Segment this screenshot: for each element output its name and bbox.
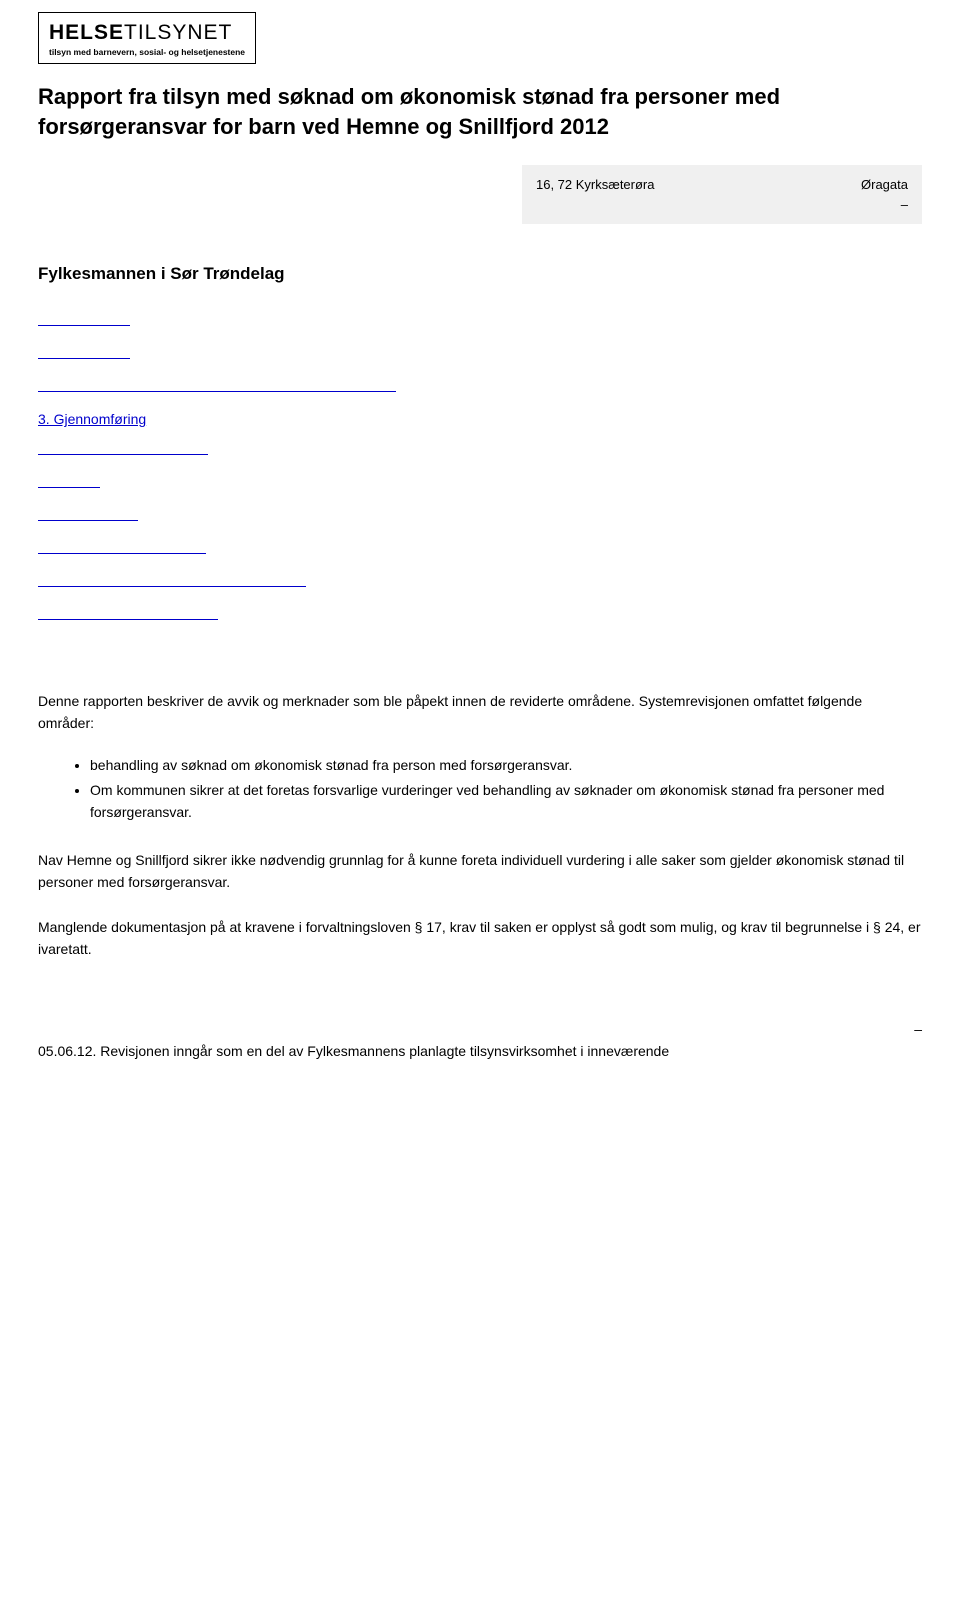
toc-link-blank[interactable] [38,606,218,620]
address-suffix: – [536,195,908,215]
address-right: Øragata [861,175,908,195]
toc-link-blank[interactable] [38,312,130,326]
address-box: 16, 72 Kyrksæterøra Øragata – [522,165,922,224]
bullet-list: behandling av søknad om økonomisk stønad… [38,745,922,824]
toc-link-blank[interactable] [38,378,396,392]
report-title: Rapport fra tilsyn med søknad om økonomi… [38,82,908,141]
logo-subtitle: tilsyn med barnevern, sosial- og helsetj… [49,47,245,57]
body-paragraph-3: Manglende dokumentasjon på at kravene i … [38,917,922,960]
toc-block-top: 3. Gjennomføring [38,312,922,639]
body-paragraph-2: Nav Hemne og Snillfjord sikrer ikke nødv… [38,850,922,893]
list-item: behandling av søknad om økonomisk stønad… [90,755,922,777]
body-paragraph-1: Denne rapporten beskriver de avvik og me… [38,691,922,734]
footer-dash: – [914,1021,922,1037]
footer-row: – [38,1021,922,1037]
authority-name: Fylkesmannen i Sør Trøndelag [38,264,922,284]
logo-light: TILSYNET [124,21,232,44]
toc-link-blank[interactable] [38,540,206,554]
logo-bold: HELSE [49,21,124,44]
list-item: Om kommunen sikrer at det foretas forsva… [90,780,922,823]
toc-link-section-3[interactable]: 3. Gjennomføring [38,411,922,427]
toc-link-blank[interactable] [38,507,138,521]
toc-link-blank[interactable] [38,345,130,359]
logo-text: HELSETILSYNET [49,21,245,45]
address-line: 16, 72 Kyrksæterøra [536,175,655,195]
list-item [90,745,922,751]
toc-link-blank[interactable] [38,573,306,587]
toc-link-blank[interactable] [38,474,100,488]
logo-box: HELSETILSYNET tilsyn med barnevern, sosi… [38,12,256,64]
toc-link-blank[interactable] [38,441,208,455]
footer-date-line: 05.06.12. Revisjonen inngår som en del a… [38,1041,922,1063]
